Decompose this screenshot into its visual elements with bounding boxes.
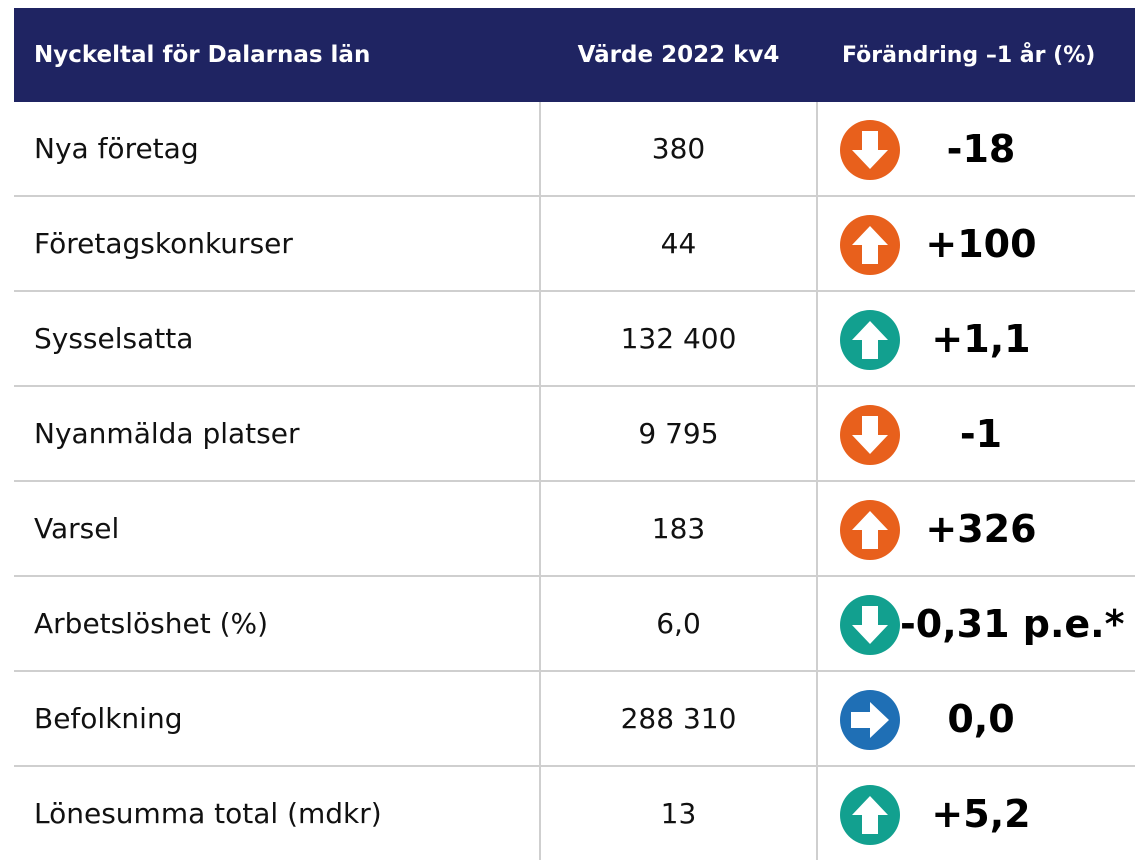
row: Arbetslöshet (%) 6,0 -0,31 p.e.*: [14, 577, 1135, 672]
cell: 44: [541, 197, 818, 290]
change-cell: -1: [818, 387, 1135, 480]
row: Nyanmälda platser 9 795 -1: [14, 387, 1135, 482]
change-cell: +1,1: [818, 292, 1135, 385]
header-cell: Förändring –1 år (%): [842, 42, 1096, 68]
cell: 380: [541, 102, 818, 195]
cell: 183: [541, 482, 818, 575]
cell: Nya företag: [14, 102, 541, 195]
header-cell: Värde 2022 kv4: [577, 42, 780, 68]
header-cell: Nyckeltal för Dalarnas län: [34, 42, 371, 68]
row: Nya företag 380 -18: [14, 102, 1135, 197]
change-value: -0,31 p.e.*: [900, 601, 1125, 646]
cell: 6,0: [541, 577, 818, 670]
cell: 132 400: [541, 292, 818, 385]
change-value: -1: [959, 411, 1003, 456]
cell: Lönesumma total (mdkr): [14, 767, 541, 860]
arrow-icon: [840, 595, 900, 655]
change-value: +1,1: [931, 316, 1031, 361]
cell: Arbetslöshet (%): [14, 577, 541, 670]
cell: Sysselsatta: [14, 292, 541, 385]
change-value: -18: [946, 126, 1016, 171]
change-cell: 0,0: [818, 672, 1135, 765]
change-value: 0,0: [947, 696, 1015, 741]
row: Företagskonkurser 44 +100: [14, 197, 1135, 292]
change-cell: +5,2: [818, 767, 1135, 860]
arrow-icon: [840, 215, 900, 275]
change-cell: +326: [818, 482, 1135, 575]
row: Lönesumma total (mdkr) 13 +5,2: [14, 767, 1135, 860]
cell: Varsel: [14, 482, 541, 575]
arrow-icon: [840, 500, 900, 560]
cell: Befolkning: [14, 672, 541, 765]
cell: 9 795: [541, 387, 818, 480]
cell: 13: [541, 767, 818, 860]
row: Varsel 183 +326: [14, 482, 1135, 577]
change-value: +100: [925, 221, 1037, 266]
change-cell: -0,31 p.e.*: [818, 577, 1135, 670]
cell: 288 310: [541, 672, 818, 765]
change-cell: -18: [818, 102, 1135, 195]
table: Nyckeltal för Dalarnas län Värde 2022 kv…: [14, 8, 1135, 860]
row: Befolkning 288 310 0,0: [14, 672, 1135, 767]
change-value: +326: [925, 506, 1037, 551]
change-cell: +100: [818, 197, 1135, 290]
change-value: +5,2: [931, 791, 1031, 836]
arrow-icon: [840, 405, 900, 465]
arrow-icon: [840, 785, 900, 845]
cell: Företagskonkurser: [14, 197, 541, 290]
row: Sysselsatta 132 400 +1,1: [14, 292, 1135, 387]
header-row: Nyckeltal för Dalarnas län Värde 2022 kv…: [14, 8, 1135, 102]
arrow-icon: [840, 310, 900, 370]
arrow-icon: [840, 120, 900, 180]
arrow-icon: [840, 690, 900, 750]
cell: Nyanmälda platser: [14, 387, 541, 480]
